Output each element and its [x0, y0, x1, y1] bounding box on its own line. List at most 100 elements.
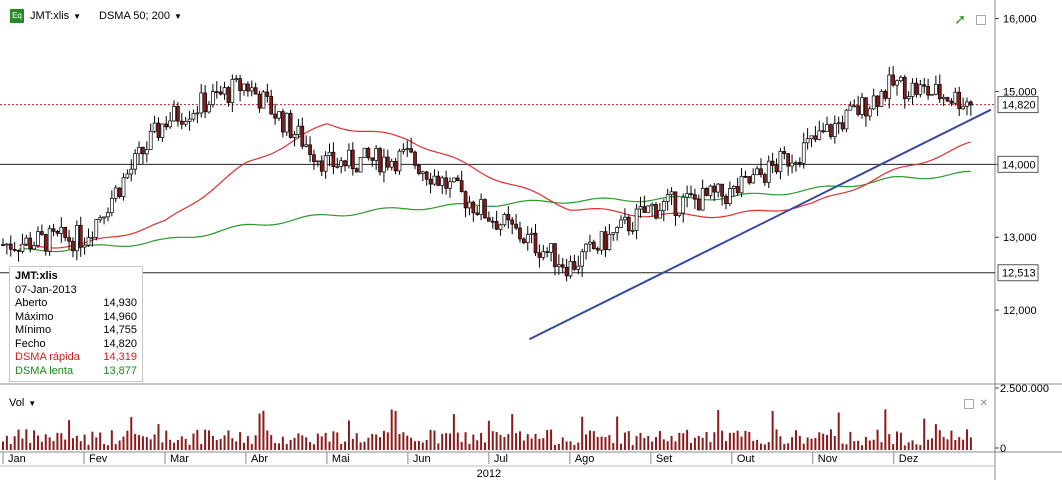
candle-body [953, 91, 958, 104]
info-label: Aberto [15, 297, 48, 309]
candle-body [36, 231, 40, 246]
volume-bar [83, 434, 86, 450]
close-icon[interactable]: ✕ [979, 398, 988, 409]
volume-bar [814, 437, 817, 450]
volume-bar [355, 433, 358, 450]
candle-body [479, 199, 483, 215]
y-tick-label: 12,000 [1003, 305, 1037, 317]
restore-icon[interactable] [976, 14, 986, 25]
candle-body [179, 120, 184, 125]
volume-bar [604, 436, 607, 450]
candle-body [463, 191, 468, 209]
volume-bar [48, 437, 51, 450]
candle-body [86, 237, 91, 246]
candle-body [300, 125, 305, 147]
candle-body [883, 90, 888, 99]
volume-bar [103, 443, 106, 450]
candle-body [378, 148, 382, 173]
volume-bar [297, 433, 300, 450]
month-label: Jan [8, 453, 26, 465]
candle-body [533, 232, 538, 254]
candle-body [654, 204, 658, 219]
volume-bar [359, 442, 362, 450]
volume-bar [833, 436, 836, 450]
volume-bar [911, 440, 914, 450]
candle-body [59, 226, 64, 234]
candle-body [832, 123, 837, 137]
volume-bar [25, 429, 28, 450]
candle-body [362, 147, 367, 158]
candle-body [94, 219, 99, 238]
volume-bar [588, 430, 591, 450]
volume-toolbar: ✕ [963, 398, 988, 409]
candle-body [222, 87, 227, 95]
indicator-selector[interactable]: DSMA 50; 200 ▼ [99, 10, 182, 22]
candle-body [836, 122, 841, 125]
volume-bar [219, 439, 222, 450]
candle-body [778, 151, 783, 173]
volume-bar [126, 430, 129, 450]
volume-bar [822, 433, 825, 450]
candle-body [685, 193, 689, 198]
candle-body [689, 193, 693, 196]
candle-body [288, 112, 293, 138]
candle-body [238, 78, 242, 91]
volume-bar [281, 436, 284, 450]
volume-bar [546, 430, 549, 450]
candle-body [611, 232, 616, 235]
volume-selector[interactable]: Vol ▼ [9, 397, 36, 409]
volume-bar [200, 443, 203, 450]
month-label: Jun [413, 453, 431, 465]
volume-bar [643, 437, 646, 450]
symbol-selector[interactable]: JMT:xlis ▼ [30, 10, 81, 22]
volume-bar [934, 424, 937, 450]
volume-bar [565, 441, 568, 450]
candle-body [875, 95, 880, 107]
candle-body [405, 148, 410, 150]
volume-bar [794, 430, 797, 450]
volume-bar [75, 435, 78, 450]
candle-body [747, 176, 752, 184]
y-axis-panel [995, 0, 1062, 480]
candle-body [281, 111, 285, 133]
candle-body [144, 149, 149, 155]
volume-bar [460, 441, 463, 450]
candle-body [409, 148, 413, 153]
volume-bar [662, 439, 665, 450]
candle-body [483, 199, 487, 219]
volume-bar [896, 431, 899, 450]
candle-body [887, 74, 892, 99]
info-label: Fecho [15, 337, 46, 350]
candle-body [28, 237, 33, 250]
candle-body [440, 177, 445, 186]
candle-body [327, 151, 332, 157]
info-box: JMT:xlis 07-Jan-2013 Aberto 14,930 Máximo… [9, 266, 143, 382]
candle-body [603, 231, 608, 251]
volume-bar [721, 430, 724, 450]
candle-body [891, 74, 895, 86]
volume-bar [903, 445, 906, 450]
candle-body [673, 191, 678, 216]
volume-bar [149, 439, 152, 450]
candle-body [67, 237, 71, 242]
candle-body [545, 251, 550, 253]
candle-body [366, 147, 371, 159]
candle-body [949, 100, 954, 104]
volume-bar [861, 445, 864, 450]
candle-body [817, 130, 822, 140]
volume-bar [336, 432, 339, 450]
candle-body [646, 205, 651, 213]
candle-body [926, 85, 930, 96]
restore-icon[interactable] [963, 399, 974, 409]
volume-bar [868, 440, 871, 450]
volume-bar [647, 435, 650, 450]
volume-bar [312, 444, 315, 450]
volume-bar [507, 434, 510, 450]
candle-body [619, 219, 623, 228]
candle-body [16, 249, 21, 252]
candle-body [910, 82, 915, 97]
candle-body [176, 106, 180, 122]
candle-body [335, 166, 340, 168]
trend-arrow-icon[interactable]: ➚ [954, 11, 966, 27]
